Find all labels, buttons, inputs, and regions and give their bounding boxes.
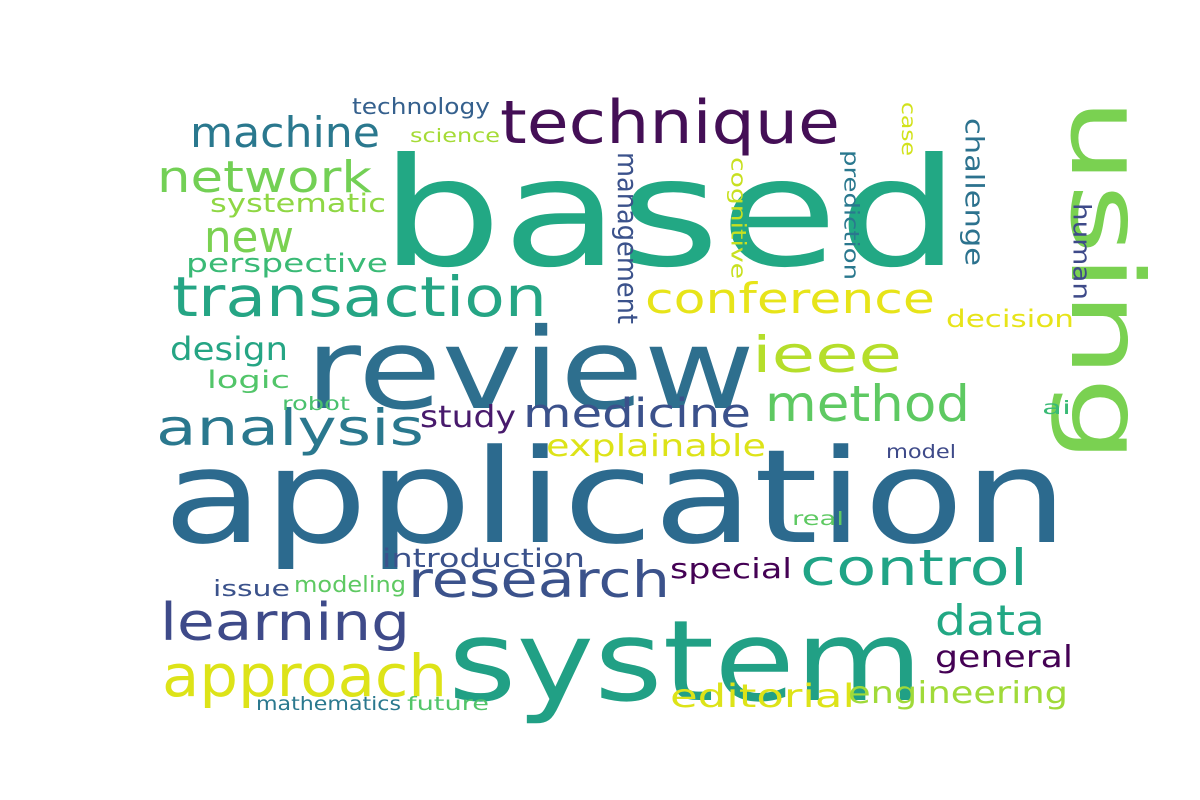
word-model: model xyxy=(886,441,956,463)
word-engineering: engineering xyxy=(848,676,1068,711)
word-review: review xyxy=(305,305,755,435)
word-robot: robot xyxy=(282,393,350,415)
word-modeling: modeling xyxy=(294,573,406,598)
word-medicine: medicine xyxy=(523,391,751,437)
word-using: using xyxy=(1048,98,1165,463)
word-real: real xyxy=(792,508,844,530)
word-prediction: prediction xyxy=(839,150,863,280)
word-network: network xyxy=(157,152,373,203)
word-application: application xyxy=(163,421,1068,573)
word-logic: logic xyxy=(207,366,290,394)
word-editorial: editorial xyxy=(670,677,855,715)
word-approach: approach xyxy=(162,642,447,710)
word-science: science xyxy=(410,125,500,147)
word-systematic: systematic xyxy=(210,189,386,219)
word-study: study xyxy=(420,400,516,435)
word-based: based xyxy=(380,127,960,301)
word-machine: machine xyxy=(190,108,380,157)
word-technology: technology xyxy=(352,95,490,120)
word-special: special xyxy=(670,552,792,585)
word-future: future xyxy=(407,693,489,715)
word-transaction: transaction xyxy=(172,265,547,329)
word-general: general xyxy=(935,640,1073,675)
word-research: research xyxy=(408,551,670,609)
word-design: design xyxy=(170,330,288,368)
word-data: data xyxy=(935,596,1045,645)
word-cognitive: cognitive xyxy=(726,157,750,279)
word-decision: decision xyxy=(946,305,1074,333)
word-technique: technique xyxy=(500,88,840,158)
word-issue: issue xyxy=(213,577,290,602)
word-system: system xyxy=(448,597,923,727)
word-conference: conference xyxy=(645,274,935,323)
word-case: case xyxy=(897,102,919,156)
word-learning: learning xyxy=(160,593,410,653)
word-human: human xyxy=(1067,203,1095,300)
word-control: control xyxy=(800,539,1028,597)
word-analysis: analysis xyxy=(156,399,424,457)
word-new: new xyxy=(204,212,294,263)
word-ieee: ieee xyxy=(752,326,902,384)
word-mathematics: mathematics xyxy=(256,693,401,715)
word-challenge: challenge xyxy=(959,118,989,266)
word-method: method xyxy=(765,375,970,433)
word-explainable: explainable xyxy=(546,429,766,464)
word-management: management xyxy=(611,152,644,324)
word-introduction: introduction xyxy=(382,544,585,574)
word-perspective: perspective xyxy=(186,249,388,279)
word-ai: ai xyxy=(1042,397,1071,419)
